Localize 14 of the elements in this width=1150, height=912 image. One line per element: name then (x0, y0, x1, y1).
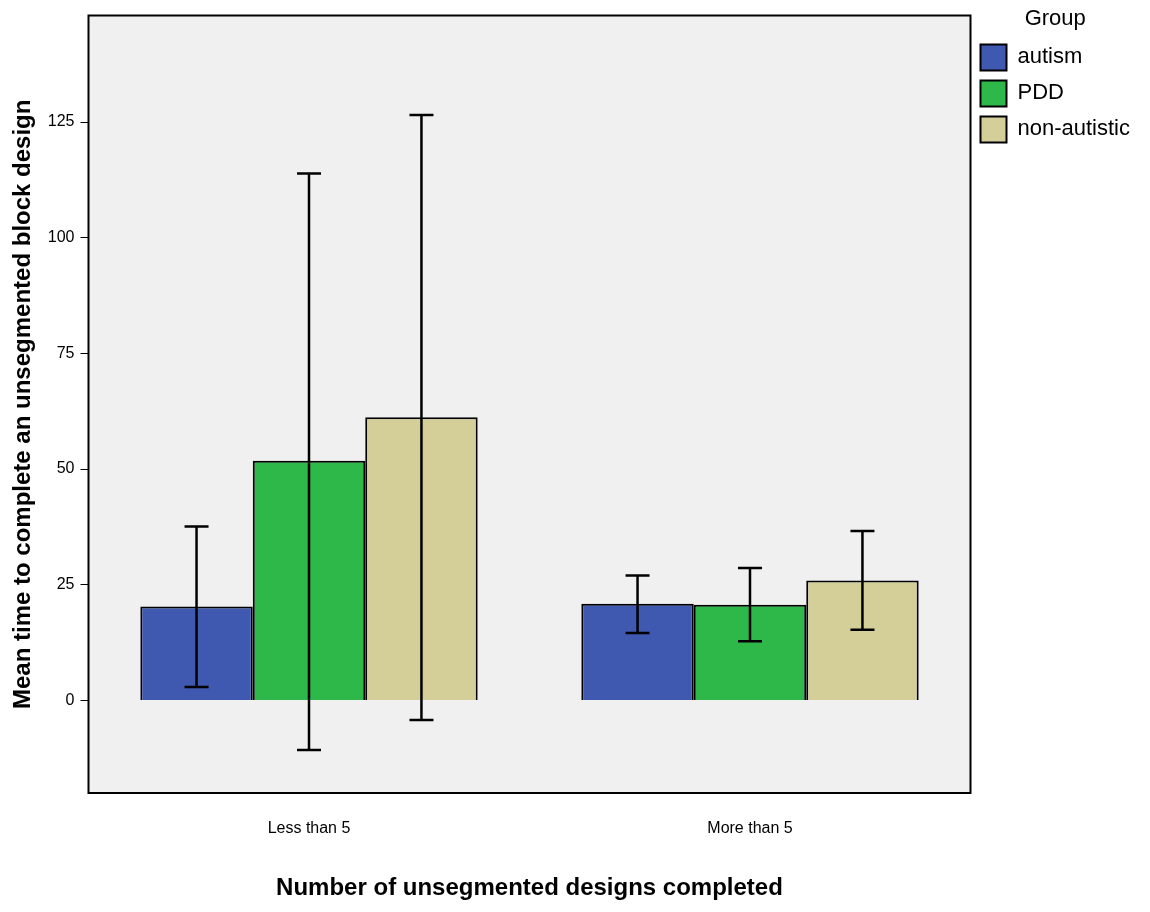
y-tick-label: 100 (47, 228, 75, 246)
x-axis-title: Number of unsegmented designs completed (276, 873, 783, 901)
legend-label: autism (1017, 43, 1083, 69)
y-tick-label: 125 (47, 112, 75, 130)
y-tick-label: 75 (56, 343, 75, 361)
legend-label: non-autistic (1017, 115, 1131, 141)
y-tick-label: 50 (56, 459, 75, 477)
y-tick-label: 0 (65, 690, 75, 708)
x-tick-label: Less than 5 (267, 819, 351, 837)
x-tick-label: More than 5 (707, 819, 793, 837)
legend-title: Group (1024, 5, 1086, 31)
y-tick-label: 25 (56, 575, 75, 593)
legend-label: PDD (1017, 79, 1064, 105)
y-axis-title: Mean time to complete an unsegmented block design (8, 99, 36, 710)
